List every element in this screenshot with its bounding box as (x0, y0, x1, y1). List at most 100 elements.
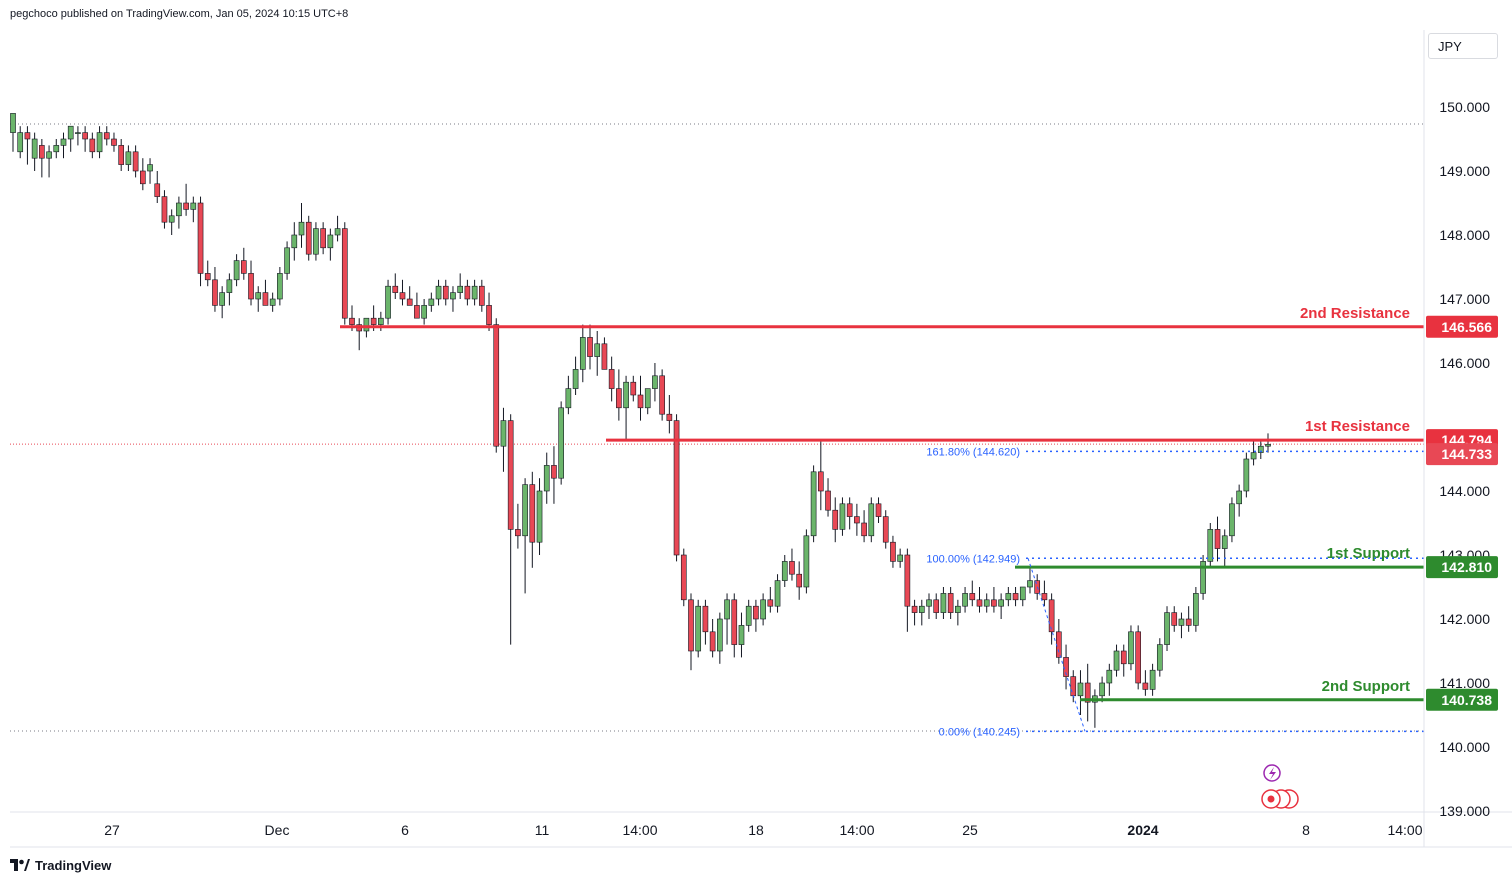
level-price-tag (1426, 315, 1498, 338)
candle-body (579, 337, 586, 370)
candle (10, 113, 16, 152)
candle (1135, 625, 1141, 690)
candle (558, 401, 564, 485)
candle-body (53, 145, 60, 153)
candle (197, 196, 204, 287)
candle-body (1149, 669, 1156, 690)
candle (82, 126, 88, 152)
fib-level-label: 161.80% (144.620) (926, 446, 1020, 458)
candle-body (861, 522, 867, 537)
candle-body (132, 151, 139, 172)
time-axis[interactable]: 27 Dec 6 11 14:00 18 14:00 25 2024 8 14:00 (104, 822, 1423, 838)
candle (1099, 676, 1105, 703)
candle-body (103, 132, 110, 140)
candle (111, 132, 117, 152)
currency-label[interactable]: JPY (1428, 33, 1498, 59)
candle-body (753, 605, 759, 620)
candle-body (190, 202, 197, 210)
candle-body (176, 202, 182, 217)
candle (890, 535, 896, 568)
candle-body (724, 599, 730, 620)
candle (24, 126, 31, 165)
candle (1221, 529, 1228, 568)
candle-body (111, 138, 117, 146)
candle-body (796, 573, 803, 588)
candle-body (500, 420, 507, 447)
candle (31, 132, 38, 171)
candle-body (75, 132, 81, 134)
candle-body (1099, 682, 1105, 697)
candle-body (767, 599, 774, 607)
candle-body (882, 516, 889, 543)
price-axis[interactable]: 150.000 149.000 148.000 147.000 146.000 144.0… (1439, 99, 1490, 819)
candle (976, 587, 983, 613)
candle (248, 260, 254, 306)
candle-body (161, 196, 168, 223)
candle (313, 222, 319, 261)
candle-body (378, 317, 384, 325)
candle-body (745, 605, 752, 626)
candle-body (1019, 586, 1026, 601)
y-tick-label: 146.000 (1439, 355, 1490, 371)
candle (882, 510, 889, 549)
candle-body (551, 465, 557, 479)
candle (1207, 523, 1214, 568)
candle (457, 273, 464, 299)
candle (255, 286, 262, 312)
candle-body (341, 228, 348, 319)
candle-body (522, 484, 528, 537)
candle (493, 318, 500, 453)
x-tick-label: 18 (748, 822, 764, 838)
candle-body (1257, 445, 1264, 453)
candle-body (738, 625, 745, 645)
candle-body (846, 503, 853, 517)
candle (587, 324, 593, 370)
candle (39, 139, 45, 178)
candle (745, 599, 752, 632)
candle (515, 503, 521, 549)
candle (1005, 587, 1012, 607)
candle (212, 267, 218, 312)
candle-body (868, 503, 875, 537)
candle (630, 375, 637, 402)
candle-body (140, 170, 146, 185)
candle-body (926, 599, 932, 607)
candle (666, 395, 673, 434)
candle (435, 279, 442, 306)
candle (962, 587, 968, 613)
y-tick-label: 149.000 (1439, 163, 1490, 179)
candle (75, 126, 81, 146)
candle-body (991, 599, 997, 607)
candle-body (1128, 631, 1134, 665)
candle-body (832, 509, 839, 530)
candle-body (168, 215, 175, 223)
candle-body (1005, 593, 1012, 601)
candle-body (255, 292, 262, 300)
candles-layer (10, 113, 1271, 728)
candle-body (709, 631, 716, 652)
candle (1200, 555, 1206, 600)
candle-body (1084, 682, 1091, 703)
candle (918, 599, 925, 626)
candle-body (947, 593, 954, 613)
candle (478, 279, 485, 312)
candle (140, 158, 146, 191)
candle (1156, 638, 1163, 677)
candle-body (760, 599, 766, 620)
candle (46, 145, 52, 178)
candle-body (233, 260, 240, 281)
candle-body (486, 305, 492, 325)
candle (738, 612, 745, 658)
candle-body (1178, 618, 1185, 626)
candle-body (197, 202, 204, 274)
event-icons[interactable] (1261, 764, 1299, 809)
candle (334, 215, 341, 242)
candle (67, 125, 74, 152)
candle-body (1214, 529, 1221, 549)
candle (226, 273, 233, 306)
candle-body (1193, 593, 1199, 626)
candle-body (983, 599, 990, 607)
tradingview-logo[interactable]: TradingView (10, 856, 111, 874)
candle-body (464, 285, 471, 300)
